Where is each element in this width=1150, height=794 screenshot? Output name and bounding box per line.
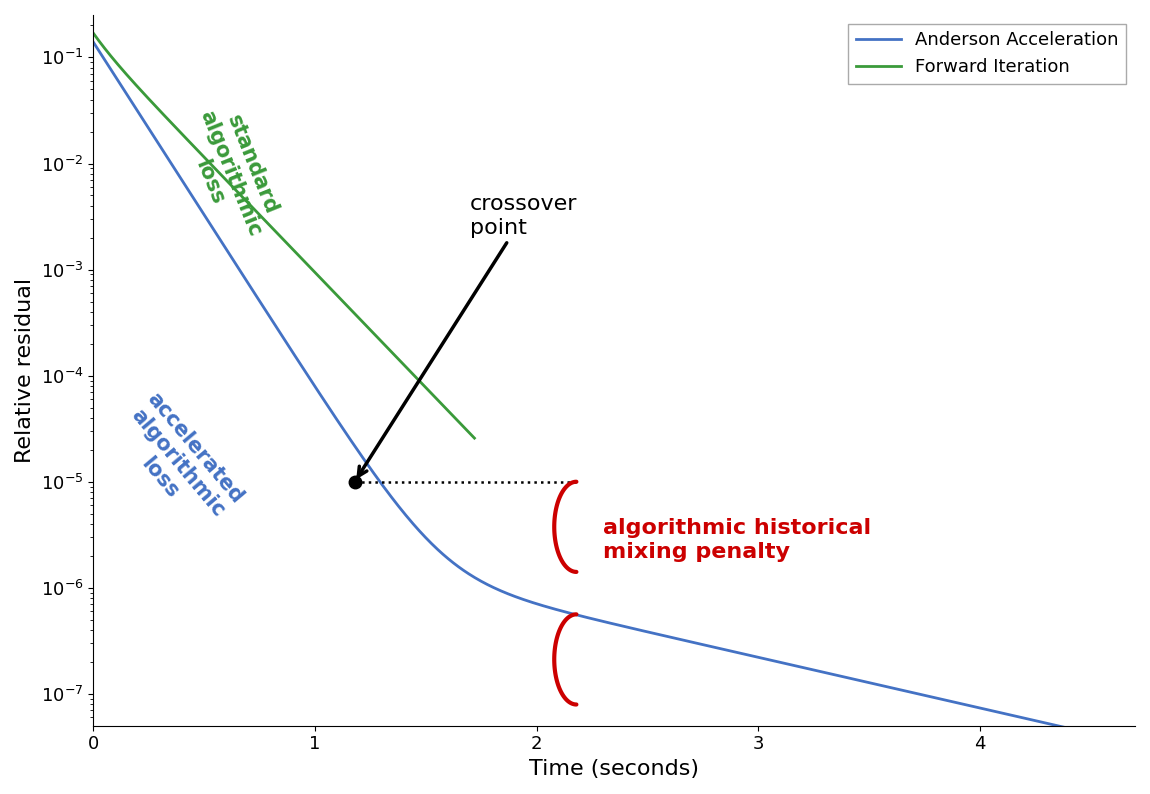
Forward Iteration — [310, 271, 324, 280]
Y-axis label: Relative residual: Relative residual — [15, 278, 34, 463]
Anderson Acceleration — [192, 201, 206, 210]
Anderson Acceleration — [890, 684, 904, 694]
Line: Forward Iteration: Forward Iteration — [93, 33, 475, 438]
Forward Iteration — [340, 302, 354, 311]
Forward Iteration — [468, 434, 482, 443]
Legend: Anderson Acceleration, Forward Iteration: Anderson Acceleration, Forward Iteration — [849, 24, 1126, 83]
Text: crossover
point: crossover point — [359, 195, 577, 476]
Anderson Acceleration — [540, 602, 554, 611]
Anderson Acceleration — [503, 590, 516, 599]
Forward Iteration — [374, 336, 388, 345]
Anderson Acceleration — [1117, 736, 1130, 746]
X-axis label: Time (seconds): Time (seconds) — [529, 759, 699, 779]
Text: standard
algorithmic
loss: standard algorithmic loss — [175, 99, 286, 249]
Forward Iteration — [154, 107, 168, 117]
Anderson Acceleration — [908, 688, 922, 698]
Text: accelerated
algorithmic
loss: accelerated algorithmic loss — [108, 389, 247, 538]
Anderson Acceleration — [793, 662, 807, 672]
Line: Anderson Acceleration: Anderson Acceleration — [93, 42, 1124, 741]
Text: algorithmic historical
mixing penalty: algorithmic historical mixing penalty — [603, 518, 872, 561]
Forward Iteration — [86, 29, 100, 38]
Forward Iteration — [184, 139, 198, 148]
Anderson Acceleration — [86, 37, 100, 47]
Forward Iteration — [259, 217, 273, 226]
